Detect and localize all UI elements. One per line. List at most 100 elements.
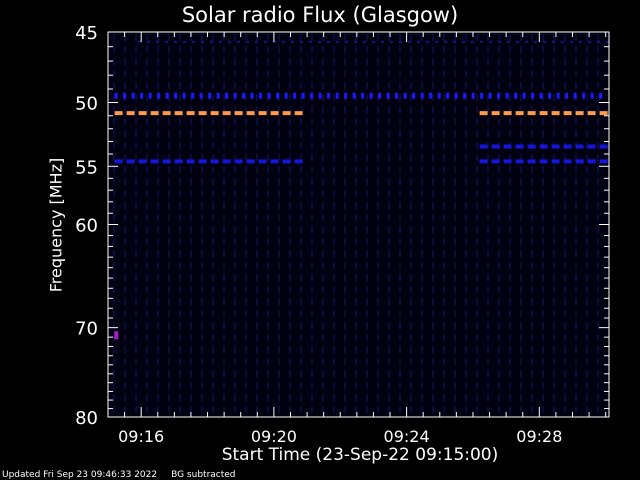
band-tick-0 [335,92,339,99]
band-dash-1 [210,111,219,116]
band-tick-0 [514,92,518,99]
band-tick-0 [242,92,246,99]
band-tick-0 [250,92,254,99]
band-tick-0 [369,92,373,99]
band-dash-3 [234,159,243,164]
band-tick-0 [522,92,526,99]
x-tick-label: 09:28 [516,427,562,446]
noise-mark [570,40,573,43]
band-tick-0 [395,92,399,99]
noise-mark [192,40,195,43]
noise-mark [597,40,600,43]
band-tick-0 [437,92,441,99]
band-dash-1 [198,111,207,116]
noise-mark [201,40,204,43]
band-dash-1 [174,111,183,116]
band-dash-3 [150,159,159,164]
bg-note: BG subtracted [171,470,236,480]
band-dash-1 [246,111,255,116]
band-dash-3 [198,159,207,164]
band-dash-3 [515,159,524,164]
y-tick-label: 60 [75,216,98,237]
noise-mark [273,40,276,43]
noise-mark [219,40,222,43]
noise-mark [462,40,465,43]
band-dash-1 [539,111,548,116]
band-dash-1 [503,111,512,116]
band-dash-1 [491,111,500,116]
band-dash-1 [575,111,584,116]
band-dash-3 [258,159,267,164]
band-dash-3 [186,159,195,164]
band-dash-2 [587,144,596,149]
band-dash-3 [539,159,548,164]
noise-mark [363,40,366,43]
band-dash-2 [503,144,512,149]
band-dash-2 [527,144,536,149]
band-dash-2 [599,144,608,149]
noise-mark [318,40,321,43]
noise-mark [426,40,429,43]
band-dash-1 [222,111,231,116]
y-tick-label: 70 [75,319,98,340]
band-dash-3 [210,159,219,164]
band-dash-3 [222,159,231,164]
band-dash-1 [126,111,135,116]
band-dash-1 [563,111,572,116]
band-dash-1 [294,111,303,116]
noise-mark [264,40,267,43]
band-tick-0 [446,92,450,99]
band-dash-3 [587,159,596,164]
band-dash-1 [150,111,159,116]
band-tick-0 [582,92,586,99]
band-dash-3 [246,159,255,164]
band-tick-0 [531,92,535,99]
plot-background [108,32,609,417]
band-tick-0 [378,92,382,99]
noise-mark [471,40,474,43]
noise-mark [210,40,213,43]
x-tick-label: 09:16 [118,427,164,446]
noise-mark [372,40,375,43]
band-tick-0 [412,92,416,99]
band-dash-2 [491,144,500,149]
band-dash-1 [282,111,291,116]
band-dash-1 [186,111,195,116]
y-tick-label: 80 [75,408,98,429]
band-tick-0 [590,92,594,99]
band-dash-3 [114,159,123,164]
x-axis-label: Start Time (23-Sep-22 09:15:00) [221,445,499,465]
band-tick-0 [301,92,305,99]
band-dash-1 [234,111,243,116]
noise-mark [579,40,582,43]
band-dash-2 [539,144,548,149]
band-tick-0 [208,92,212,99]
noise-mark [408,40,411,43]
band-tick-0 [174,92,178,99]
band-dash-1 [479,111,488,116]
band-dash-3 [138,159,147,164]
band-tick-0 [327,92,331,99]
band-tick-0 [386,92,390,99]
noise-mark [390,40,393,43]
band-dash-1 [258,111,267,116]
band-dash-3 [563,159,572,164]
band-dash-3 [479,159,488,164]
band-dash-2 [575,144,584,149]
y-tick-label: 50 [75,94,98,115]
noise-mark [300,40,303,43]
noise-mark [309,40,312,43]
band-dash-1 [138,111,147,116]
noise-mark [138,40,141,43]
band-tick-0 [480,92,484,99]
band-tick-0 [497,92,501,99]
noise-mark [399,40,402,43]
signal-spot [114,331,119,340]
band-tick-0 [140,92,144,99]
noise-mark [444,40,447,43]
band-tick-0 [267,92,271,99]
noise-mark [255,40,258,43]
band-tick-0 [488,92,492,99]
band-tick-0 [165,92,169,99]
